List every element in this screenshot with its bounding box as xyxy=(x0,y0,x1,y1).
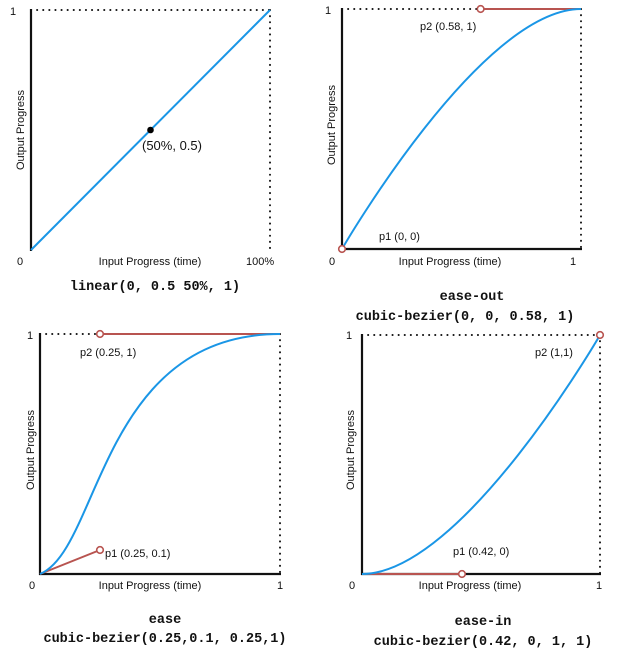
y-axis-label: Output Progress xyxy=(345,409,357,490)
x-max-tick: 1 xyxy=(596,580,602,592)
p2-control-point xyxy=(476,4,485,14)
x-axis-label: Input Progress (time) xyxy=(99,580,202,592)
x-max-tick: 100% xyxy=(246,256,274,268)
y-axis-label: Output Progress xyxy=(326,84,338,165)
x-axis-label: Input Progress (time) xyxy=(399,256,502,268)
y-max-tick: 1 xyxy=(10,6,16,18)
function-label: linear(0, 0.5 50%, 1) xyxy=(70,280,240,295)
easing-curve xyxy=(39,333,281,575)
x-axis-label: Input Progress (time) xyxy=(419,580,522,592)
panel-linear: 1 0 100% Input Progress (time) Output Pr… xyxy=(10,6,274,295)
easing-name: ease-out xyxy=(440,290,505,305)
easing-name: ease-in xyxy=(455,615,512,630)
y-axis-label: Output Progress xyxy=(15,89,27,170)
easing-name: ease xyxy=(149,613,181,628)
origin-tick: 0 xyxy=(17,256,23,268)
easing-curve xyxy=(361,334,601,575)
origin-tick: 0 xyxy=(329,256,335,268)
p1-label: p1 (0.25, 0.1) xyxy=(105,548,170,560)
p1-label: p1 (0, 0) xyxy=(379,231,420,243)
function-label: cubic-bezier(0.42, 0, 1, 1) xyxy=(374,635,593,648)
easing-curve xyxy=(341,8,582,250)
p2-label: p2 (0.58, 1) xyxy=(420,21,476,33)
curve-layer xyxy=(337,4,582,254)
curve-layer xyxy=(30,9,271,251)
curve-layer xyxy=(39,329,281,575)
y-max-tick: 1 xyxy=(27,330,33,342)
panel-ease: 1 0 1 Input Progress (time) Output Progr… xyxy=(25,329,287,647)
x-max-tick: 1 xyxy=(277,580,283,592)
p1-label: p1 (0.42, 0) xyxy=(453,546,509,558)
panel-ease-out: 1 0 1 Input Progress (time) Output Progr… xyxy=(325,4,582,325)
control-point-marker xyxy=(147,126,154,134)
y-axis-label: Output Progress xyxy=(25,409,37,490)
p1-control-point xyxy=(457,569,467,579)
panel-ease-in: 1 0 1 Input Progress (time) Output Progr… xyxy=(345,330,605,648)
p2-label: p2 (1,1) xyxy=(535,347,573,359)
x-max-tick: 1 xyxy=(570,256,576,268)
p2-control-point xyxy=(95,329,105,339)
p1-handle-line xyxy=(39,549,101,575)
p2-control-point xyxy=(595,330,605,340)
p1-control-point xyxy=(337,244,347,254)
x-axis-label: Input Progress (time) xyxy=(99,256,202,268)
p1-control-point xyxy=(95,545,105,555)
p2-label: p2 (0.25, 1) xyxy=(80,347,136,359)
y-max-tick: 1 xyxy=(325,5,331,17)
function-label: cubic-bezier(0, 0, 0.58, 1) xyxy=(356,310,575,325)
origin-tick: 0 xyxy=(29,580,35,592)
curve-layer xyxy=(361,330,605,579)
origin-tick: 0 xyxy=(349,580,355,592)
function-label: cubic-bezier(0.25,0.1, 0.25,1) xyxy=(43,632,286,647)
point-label: (50%, 0.5) xyxy=(142,138,202,153)
y-max-tick: 1 xyxy=(346,330,352,342)
